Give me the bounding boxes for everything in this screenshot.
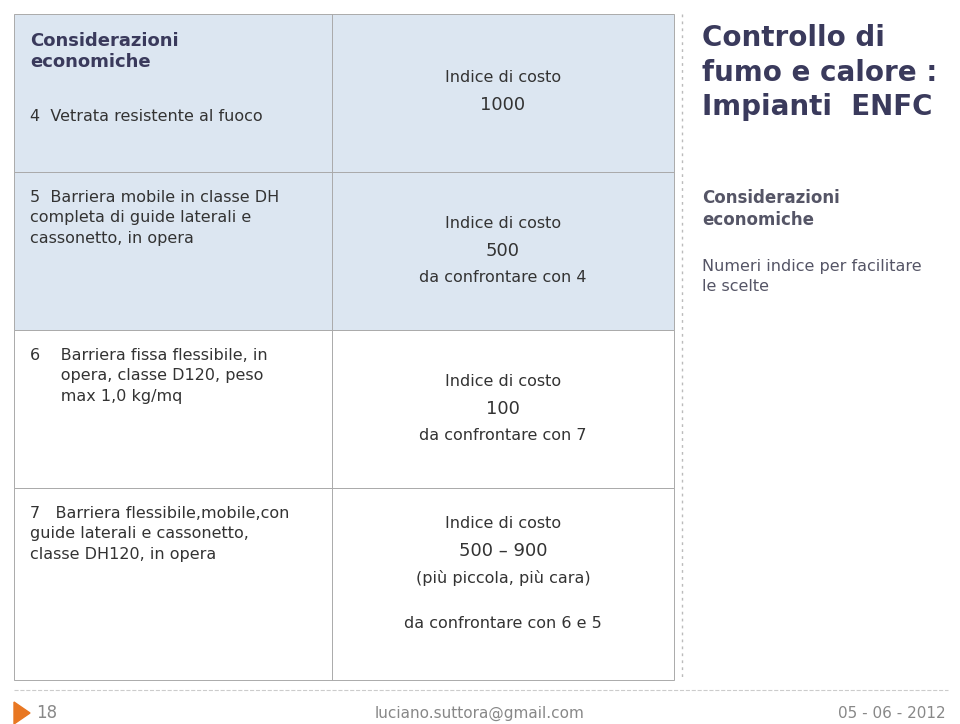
Text: Controllo di
fumo e calore :
Impianti  ENFC: Controllo di fumo e calore : Impianti EN…: [702, 24, 937, 121]
Text: 5  Barriera mobile in classe DH
completa di guide laterali e
cassonetto, in oper: 5 Barriera mobile in classe DH completa …: [30, 190, 279, 246]
Text: (più piccola, più cara): (più piccola, più cara): [416, 570, 590, 586]
Bar: [14, 488, 674, 680]
Text: Indice di costo: Indice di costo: [444, 516, 561, 531]
Text: 6    Barriera fissa flessibile, in
      opera, classe D120, peso
      max 1,0 : 6 Barriera fissa flessibile, in opera, c…: [30, 348, 268, 404]
Bar: [14, 172, 674, 330]
Text: Considerazioni
economiche: Considerazioni economiche: [30, 32, 179, 71]
Polygon shape: [14, 702, 30, 724]
Bar: [14, 330, 674, 488]
Text: 500 – 900: 500 – 900: [459, 542, 547, 560]
Text: 05 - 06 - 2012: 05 - 06 - 2012: [838, 705, 946, 720]
Text: 4  Vetrata resistente al fuoco: 4 Vetrata resistente al fuoco: [30, 109, 263, 124]
Text: Indice di costo: Indice di costo: [444, 374, 561, 389]
Text: da confrontare con 6 e 5: da confrontare con 6 e 5: [404, 616, 602, 631]
Text: 1000: 1000: [480, 96, 525, 114]
Text: luciano.suttora@gmail.com: luciano.suttora@gmail.com: [375, 705, 585, 720]
Bar: [14, 14, 674, 172]
Text: Indice di costo: Indice di costo: [444, 216, 561, 230]
Text: da confrontare con 7: da confrontare con 7: [420, 427, 587, 442]
Text: 18: 18: [36, 704, 58, 722]
Text: 7   Barriera flessibile,mobile,con
guide laterali e cassonetto,
classe DH120, in: 7 Barriera flessibile,mobile,con guide l…: [30, 506, 289, 562]
Text: Considerazioni
economiche: Considerazioni economiche: [702, 189, 840, 230]
Text: da confrontare con 4: da confrontare con 4: [420, 269, 587, 285]
Text: Numeri indice per facilitare
le scelte: Numeri indice per facilitare le scelte: [702, 259, 922, 294]
Text: Indice di costo: Indice di costo: [444, 70, 561, 85]
Text: 100: 100: [486, 400, 520, 418]
Text: 500: 500: [486, 242, 520, 260]
